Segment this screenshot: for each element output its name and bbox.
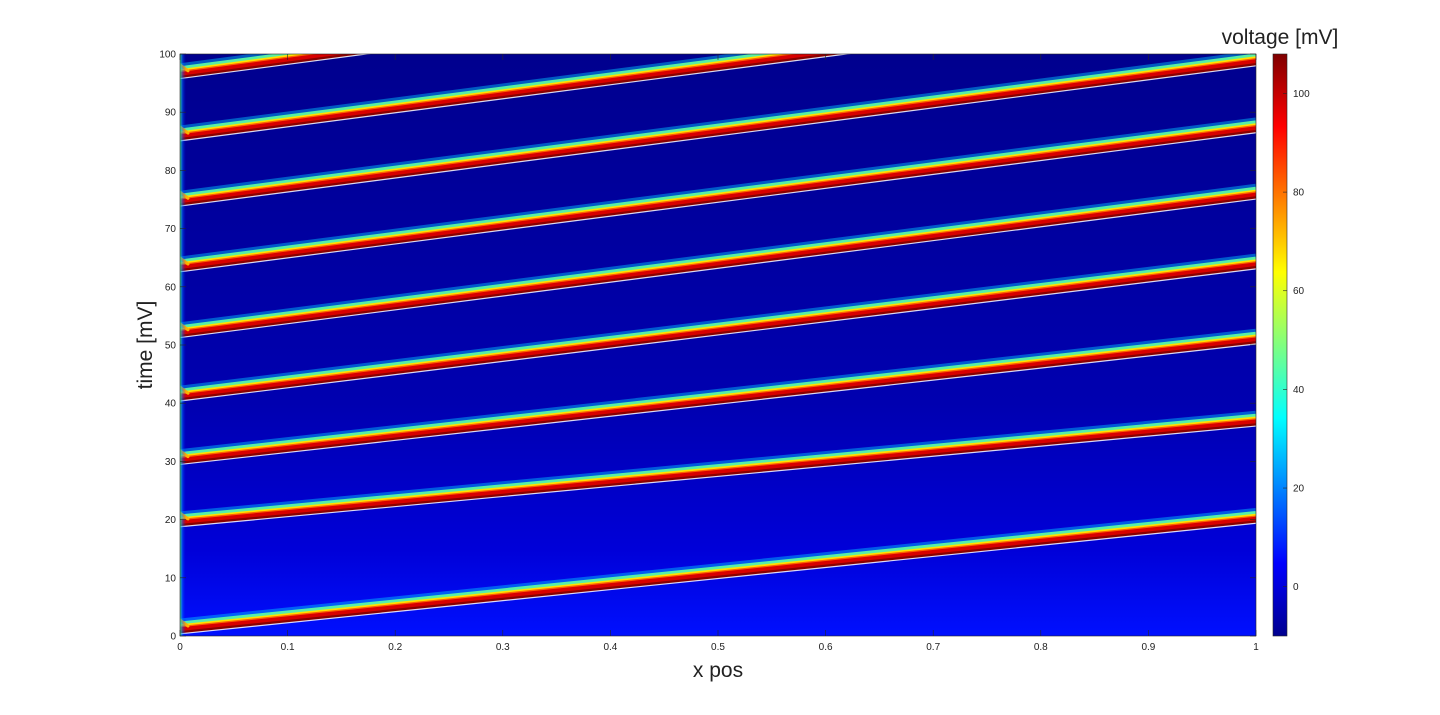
wavefront-6 <box>180 117 1256 273</box>
wavefront-2 <box>180 410 1256 528</box>
x-tick-label: 0.5 <box>711 642 725 653</box>
y-tick-label: 40 <box>165 399 177 410</box>
wavefront-band <box>180 256 1256 394</box>
x-tick-label: 0.4 <box>603 642 617 653</box>
wavefront-band <box>180 419 1256 526</box>
x-tick-label: 0.6 <box>819 642 833 653</box>
x-tick-label: 0.9 <box>1141 642 1155 653</box>
wavefront-band <box>180 413 1256 520</box>
wavefront-band <box>180 259 1256 395</box>
y-axis-label: time [mV] <box>134 301 157 390</box>
x-tick-label: 0.1 <box>281 642 295 653</box>
colorbar-title: voltage [mV] <box>1222 26 1339 49</box>
wavefront-band <box>180 65 1256 207</box>
wavefront-band <box>180 337 1256 463</box>
wavefront-band <box>180 54 791 134</box>
y-tick-label: 70 <box>165 224 177 235</box>
wavefront-band <box>180 59 1256 205</box>
wavefront-band <box>180 62 1256 206</box>
colorbar-tick-label: 40 <box>1293 385 1305 396</box>
y-tick-label: 80 <box>165 166 177 177</box>
wavefront-3 <box>180 328 1256 466</box>
wavefront-7 <box>180 54 1256 207</box>
wavefront-band <box>180 516 1256 633</box>
colorbar-tick-label: 80 <box>1293 188 1305 199</box>
colorbar: 0 20 40 60 80 100 voltage [mV] <box>1222 26 1339 637</box>
wavefront-band <box>180 54 1256 199</box>
wavefront-band <box>180 522 1256 635</box>
wavefront-band <box>180 334 1256 458</box>
colorbar-tick-label: 20 <box>1293 484 1305 495</box>
colorbar-ticks: 0 20 40 60 80 100 <box>1283 89 1310 593</box>
y-tick-label: 50 <box>165 341 177 352</box>
y-tick-label: 90 <box>165 108 177 119</box>
colorbar-scale <box>1272 53 1288 637</box>
wavefront-band <box>180 129 1256 272</box>
wavefront-band <box>180 54 797 135</box>
wavefronts <box>180 54 1256 635</box>
wavefront-band <box>180 132 1256 273</box>
x-tick-label: 0.2 <box>388 642 402 653</box>
plot-area <box>179 53 1257 637</box>
wavefront-band <box>180 343 1256 466</box>
y-tick-label: 60 <box>165 282 177 293</box>
wavefront-band <box>180 198 1256 339</box>
x-tick-label: 0.8 <box>1034 642 1048 653</box>
wavefront-band <box>180 510 1256 627</box>
wavefront-band <box>180 341 1256 465</box>
y-tick-label: 100 <box>159 50 176 61</box>
x-tick-label: 0.7 <box>926 642 940 653</box>
wavefront-band <box>180 262 1256 400</box>
wavefront-band <box>180 54 851 142</box>
y-axis-ticks: 0 10 20 30 40 50 60 70 80 90 100 <box>159 50 1256 643</box>
wavefront-band <box>180 513 1256 628</box>
x-tick-label: 0 <box>177 642 183 653</box>
x-axis-ticks: 0 0.1 0.2 0.3 0.4 0.5 0.6 0.7 0.8 0.9 1 <box>177 54 1259 653</box>
wavefront-5 <box>180 183 1256 339</box>
y-tick-label: 0 <box>170 632 176 643</box>
y-tick-label: 10 <box>165 573 177 584</box>
wavefront-band <box>180 266 1256 401</box>
wavefront-band <box>180 423 1256 527</box>
wavefront-band <box>180 56 1256 200</box>
wavefront-band <box>180 54 836 140</box>
wavefront-band <box>180 416 1256 521</box>
wavefront-band <box>180 268 1256 402</box>
x-tick-label: 0.3 <box>496 642 510 653</box>
colorbar-tick-label: 0 <box>1293 582 1299 593</box>
wavefront-band <box>180 54 371 80</box>
wavefront-band <box>180 520 1256 634</box>
y-tick-label: 20 <box>165 515 177 526</box>
wavefront-band <box>180 186 1256 331</box>
wavefront-band <box>180 54 844 141</box>
colorbar-tick-label: 100 <box>1293 89 1310 100</box>
wavefront-band <box>180 189 1256 332</box>
wavefront-band <box>180 123 1256 266</box>
wavefront-band <box>180 196 1256 338</box>
colorbar-tick-label: 60 <box>1293 286 1305 297</box>
wavefront-band <box>180 331 1256 458</box>
wavefront-band <box>180 192 1256 337</box>
wavefront-band <box>180 120 1256 265</box>
wavefront-1 <box>180 507 1256 635</box>
x-axis-label: x pos <box>693 659 743 682</box>
x-tick-label: 1 <box>1253 642 1259 653</box>
wavefront-band <box>180 126 1256 271</box>
y-tick-label: 30 <box>165 457 177 468</box>
wavefront-4 <box>180 253 1256 402</box>
wavefront-band <box>180 425 1256 528</box>
